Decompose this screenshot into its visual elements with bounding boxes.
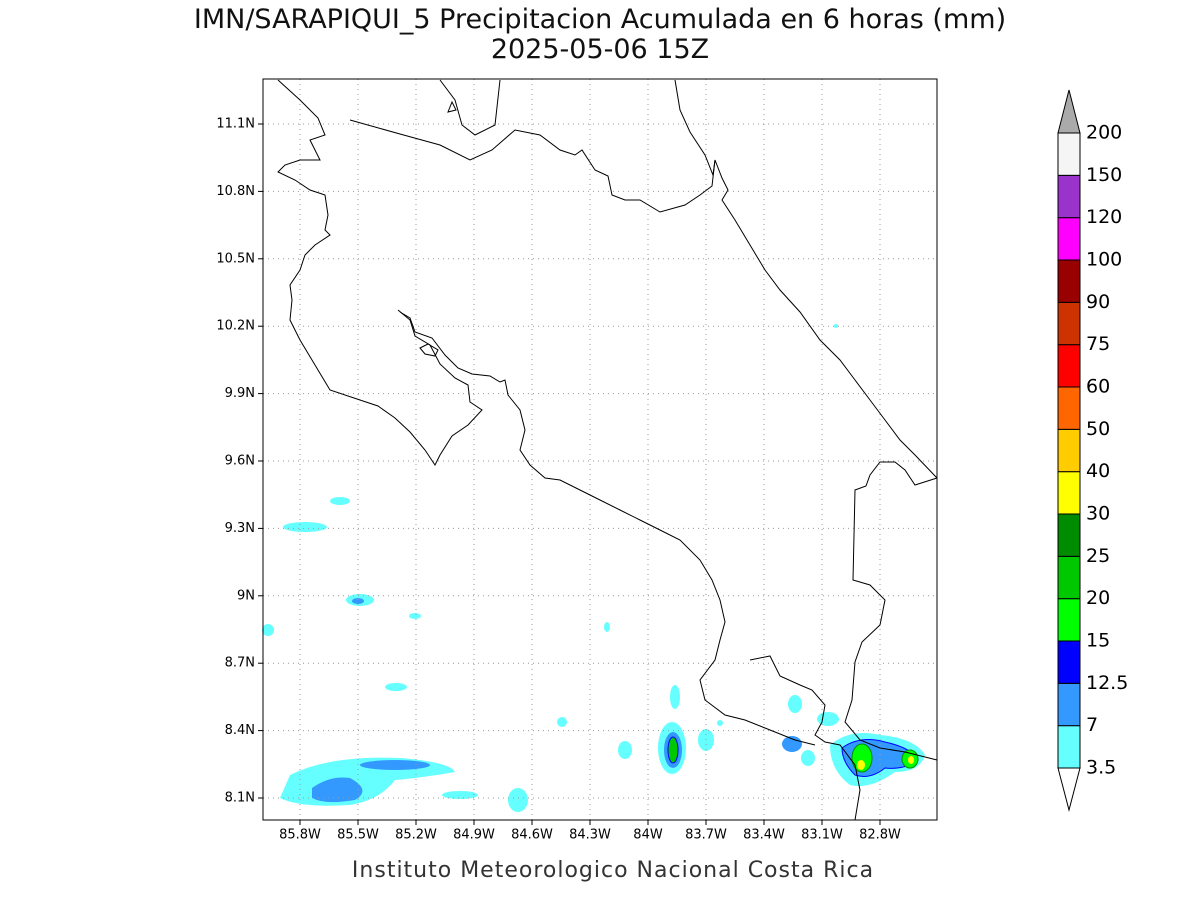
precip-area (262, 624, 274, 636)
x-tick-label: 82.8W (859, 828, 901, 843)
y-tick-label: 10.5N (216, 251, 255, 266)
colorbar-swatch (1057, 598, 1081, 642)
precip-area (788, 695, 802, 713)
x-tick-label: 83.4W (743, 828, 785, 843)
precip-area (604, 622, 610, 632)
precip-area (312, 777, 363, 803)
x-tick-label: 84.3W (569, 828, 611, 843)
map-title: IMN/SARAPIQUI_5 Precipitacion Acumulada … (194, 4, 1006, 35)
y-tick-label: 10.2N (216, 319, 255, 334)
precip-area (330, 497, 350, 505)
colorbar-swatch (1057, 428, 1081, 473)
nicoya-gulf-coast (399, 311, 816, 746)
precip-area (717, 720, 723, 726)
precip-area (618, 741, 632, 759)
precip-area (508, 788, 528, 812)
caribbean-coast (674, 79, 938, 479)
precip-area (352, 598, 364, 604)
y-tick-label: 8.7N (225, 656, 255, 671)
map-subtitle: 2025-05-06 15Z (491, 34, 709, 65)
colorbar-label: 120 (1086, 206, 1122, 228)
colorbar-label: 60 (1086, 376, 1110, 398)
colorbar-label: 75 (1086, 333, 1110, 355)
precip-area (857, 760, 865, 770)
nicaragua-shore (439, 79, 501, 136)
y-tick-label: 9.9N (225, 386, 255, 401)
x-tick-label: 83.1W (801, 828, 843, 843)
colorbar-label: 50 (1086, 418, 1110, 440)
nicaragua-border (349, 119, 716, 213)
colorbar-label: 30 (1086, 503, 1110, 525)
precip-area (283, 522, 327, 532)
precip-area (667, 736, 679, 764)
precip-area (409, 613, 421, 619)
x-tick-label: 84W (633, 828, 663, 843)
x-tick-label: 85.5W (337, 828, 379, 843)
y-tick-label: 8.4N (225, 723, 255, 738)
island (447, 100, 457, 113)
lake-outline (419, 343, 439, 357)
precip-area (801, 750, 815, 766)
panama-border (844, 461, 938, 761)
colorbar-label: 90 (1086, 291, 1110, 313)
precip-area (908, 756, 914, 764)
colorbar-label: 15 (1086, 630, 1110, 652)
x-tick-label: 84.9W (453, 828, 495, 843)
y-tick-label: 9.3N (225, 521, 255, 536)
colorbar-swatch (1057, 301, 1081, 346)
colorbar-label: 200 (1086, 122, 1122, 144)
map-frame (262, 78, 938, 821)
x-tick-label: 83.7W (685, 828, 727, 843)
colorbar-swatch (1057, 513, 1081, 557)
colorbar-swatch (1057, 555, 1081, 600)
x-tick-label: 84.6W (511, 828, 553, 843)
coastlines (277, 79, 938, 821)
x-tick-label: 85.8W (279, 828, 321, 843)
colorbar-label: 20 (1086, 587, 1110, 609)
precip-area (557, 717, 567, 727)
precip-area (698, 729, 714, 751)
colorbar-label: 12.5 (1086, 672, 1128, 694)
precip-area (360, 760, 430, 770)
colorbar-label: 150 (1086, 164, 1122, 186)
colorbar-swatch (1057, 725, 1081, 769)
colorbar-under-triangle (1057, 767, 1081, 812)
colorbar-swatch (1057, 682, 1081, 727)
precip-area (442, 791, 478, 799)
precip-area (834, 324, 838, 328)
precip-area (817, 712, 839, 726)
colorbar-over-triangle (1057, 89, 1081, 134)
colorbar-label: 7 (1086, 714, 1098, 736)
x-tick-label: 85.2W (395, 828, 437, 843)
graticule (258, 79, 937, 825)
y-tick-label: 10.8N (216, 184, 255, 199)
colorbar-label: 25 (1086, 545, 1110, 567)
precip-area (385, 683, 407, 691)
colorbar-swatch (1057, 471, 1081, 515)
osa-peninsula (749, 655, 861, 821)
y-tick-label: 9N (237, 588, 255, 603)
y-tick-label: 8.1N (225, 791, 255, 806)
colorbar-swatch (1057, 132, 1081, 176)
colorbar: 3.5 7 12.5 15 20 25 30 40 50 60 75 90 100 120 150 200 (1057, 89, 1128, 812)
colorbar-swatch (1057, 174, 1081, 219)
colorbar-swatch (1057, 344, 1081, 388)
colorbar-label: 40 (1086, 460, 1110, 482)
colorbar-swatch (1057, 259, 1081, 303)
pacific-coast (277, 79, 483, 466)
y-tick-label: 11.1N (216, 117, 255, 132)
precip-area (670, 685, 680, 709)
colorbar-swatch (1057, 640, 1081, 684)
colorbar-swatch (1057, 217, 1081, 261)
colorbar-swatch (1057, 386, 1081, 430)
footer-credit: Instituto Meteorologico Nacional Costa R… (352, 858, 874, 883)
y-tick-label: 9.6N (225, 454, 255, 469)
colorbar-label: 3.5 (1086, 757, 1116, 779)
precipitation-field (262, 324, 925, 812)
colorbar-label: 100 (1086, 249, 1122, 271)
